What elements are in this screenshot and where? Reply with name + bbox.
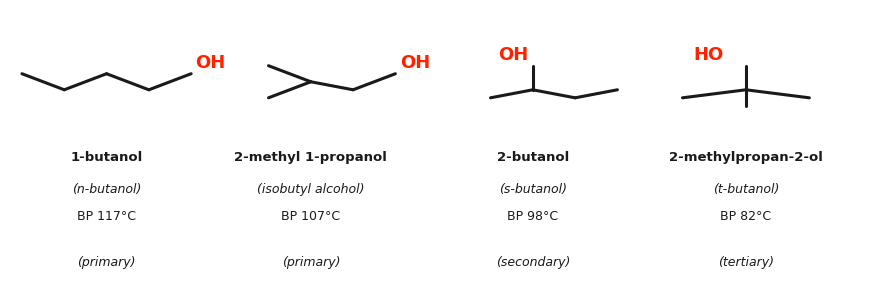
Text: 1-butanol: 1-butanol (70, 151, 143, 164)
Text: (isobutyl alcohol): (isobutyl alcohol) (257, 183, 365, 196)
Text: 2-butanol: 2-butanol (496, 151, 569, 164)
Text: (s-butanol): (s-butanol) (499, 183, 567, 196)
Text: BP 107°C: BP 107°C (281, 210, 340, 223)
Text: BP 82°C: BP 82°C (720, 210, 772, 223)
Text: BP 98°C: BP 98°C (507, 210, 559, 223)
Text: OH: OH (498, 46, 528, 64)
Text: BP 117°C: BP 117°C (77, 210, 136, 223)
Text: (tertiary): (tertiary) (718, 256, 774, 269)
Text: (t-butanol): (t-butanol) (713, 183, 779, 196)
Text: (primary): (primary) (77, 256, 136, 269)
Text: HO: HO (694, 46, 724, 64)
Text: (secondary): (secondary) (496, 256, 570, 269)
Text: 2-methyl 1-propanol: 2-methyl 1-propanol (234, 151, 387, 164)
Text: (n-butanol): (n-butanol) (72, 183, 141, 196)
Text: OH: OH (400, 54, 430, 72)
Text: (primary): (primary) (281, 256, 340, 269)
Text: OH: OH (195, 54, 226, 72)
Text: 2-methylpropan-2-ol: 2-methylpropan-2-ol (669, 151, 823, 164)
